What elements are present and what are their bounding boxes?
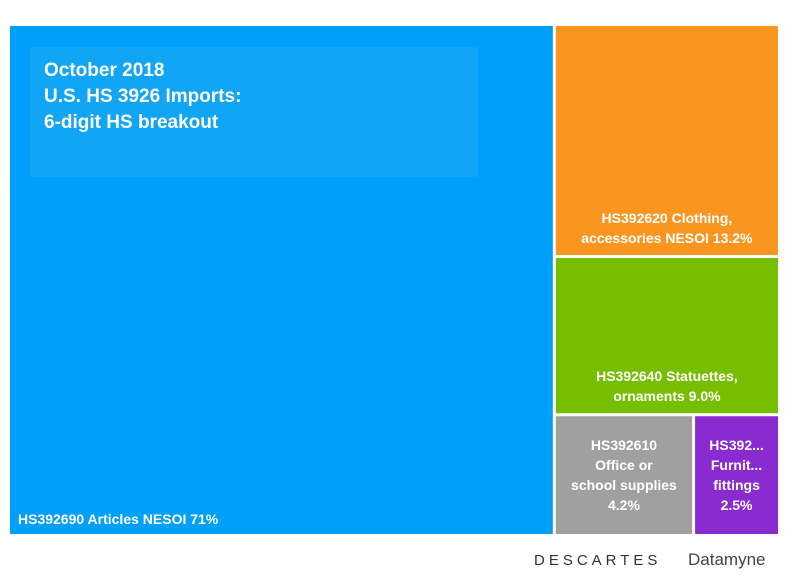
tile-label-line: Office or <box>595 457 653 473</box>
tile-label-line: HS392640 Statuettes, <box>596 368 738 384</box>
tile-label-hs392610: HS392610 Office or school supplies 4.2% <box>571 437 677 513</box>
tile-label-hs392630: HS392... Furnit... fittings 2.5% <box>709 437 763 513</box>
tile-hs392620 <box>555 26 778 256</box>
brand-name: DESCARTES <box>534 552 661 569</box>
tile-label-line: 4.2% <box>608 497 640 513</box>
tile-label-line: HS392690 Articles NESOI 71% <box>18 511 219 527</box>
tile-hs392610 <box>555 416 693 534</box>
tile-label-hs392640: HS392640 Statuettes, ornaments 9.0% <box>596 368 738 404</box>
tile-label-line: school supplies <box>571 477 677 493</box>
tile-label-hs392690: HS392690 Articles NESOI 71% <box>18 511 219 527</box>
tile-label-line: HS392... <box>709 437 763 453</box>
tile-label-line: ornaments 9.0% <box>613 388 721 404</box>
tile-label-line: HS392610 <box>591 437 657 453</box>
chart-title-line-3: 6-digit HS breakout <box>44 112 219 133</box>
tile-label-hs392620: HS392620 Clothing, accessories NESOI 13.2… <box>581 210 753 246</box>
chart-title-line-1: October 2018 <box>44 60 164 81</box>
tile-label-line: accessories NESOI 13.2% <box>581 230 753 246</box>
title-panel <box>30 47 478 177</box>
tile-hs392640 <box>555 258 778 414</box>
tile-label-line: 2.5% <box>721 497 753 513</box>
tile-label-line: fittings <box>713 477 760 493</box>
tile-label-line: Furnit... <box>711 457 762 473</box>
brand-product: Datamyne <box>688 550 765 569</box>
chart-title-line-2: U.S. HS 3926 Imports: <box>44 86 241 107</box>
tile-label-line: HS392620 Clothing, <box>602 210 733 226</box>
tile-hs392630 <box>695 416 778 534</box>
brand-logo: DESCARTES Datamyne <box>534 550 765 569</box>
